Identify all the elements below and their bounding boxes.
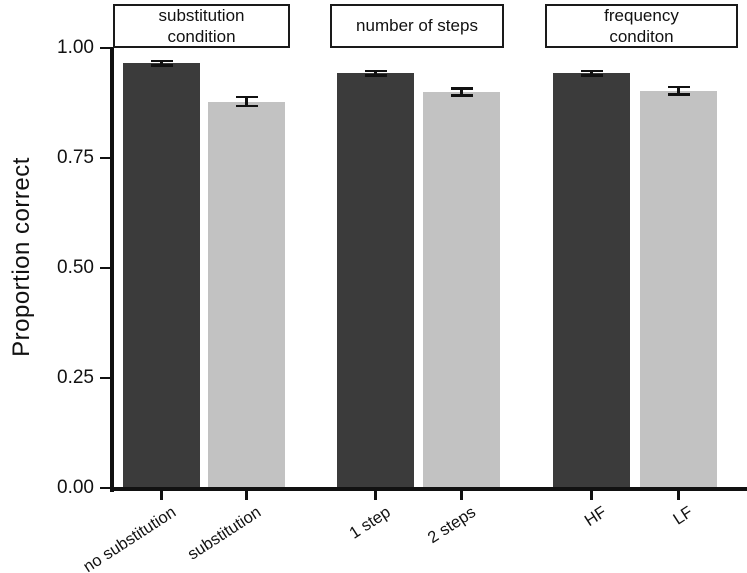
error-bar-vline	[160, 59, 163, 67]
error-bar-cap-bot	[235, 104, 258, 108]
x-tick	[590, 490, 593, 500]
y-axis-title: Proportion correct	[8, 157, 35, 357]
x-tick	[245, 490, 248, 500]
x-tick-label: LF	[670, 503, 697, 529]
x-tick-label: no substitution	[80, 503, 180, 573]
error-bar	[150, 59, 173, 67]
bar-2-steps	[423, 92, 500, 488]
y-tick	[100, 376, 110, 380]
error-bar	[364, 69, 387, 77]
error-bar-vline	[245, 95, 248, 108]
y-tick-label: 0.25	[57, 367, 94, 388]
x-axis-line	[110, 487, 747, 491]
error-bar-cap-bot	[150, 64, 173, 67]
x-tick	[374, 490, 377, 500]
x-tick-label: HF	[581, 503, 610, 531]
bar-LF	[640, 90, 717, 488]
y-tick-label: 0.50	[57, 257, 94, 278]
y-axis-line	[110, 47, 114, 492]
x-tick	[460, 490, 463, 500]
x-tick-label: 2 steps	[424, 503, 480, 548]
error-bar	[450, 87, 473, 97]
x-tick-label: substitution	[184, 503, 265, 564]
error-bar-vline	[590, 69, 593, 77]
error-bar	[667, 85, 690, 96]
y-tick-label: 0.75	[57, 147, 94, 168]
error-bar-cap-bot	[450, 94, 473, 97]
x-tick-label: 1 step	[345, 503, 394, 543]
bar-substitution	[208, 101, 285, 488]
bar-HF	[553, 73, 630, 488]
error-bar	[235, 95, 258, 108]
y-tick	[100, 156, 110, 160]
error-bar-cap-bot	[667, 93, 690, 96]
group-header-box: frequency conditon	[545, 4, 738, 48]
x-tick	[160, 490, 163, 500]
error-bar-cap-bot	[580, 74, 603, 77]
bar-1-step	[337, 73, 414, 488]
y-tick	[100, 46, 110, 50]
error-bar-vline	[677, 85, 680, 96]
group-header-box: substitution condition	[113, 4, 290, 48]
x-tick	[677, 490, 680, 500]
group-header-box: number of steps	[330, 4, 504, 48]
y-tick-label: 1.00	[57, 37, 94, 58]
error-bar-vline	[374, 69, 377, 77]
error-bar-cap-bot	[364, 74, 387, 77]
error-bar	[580, 69, 603, 77]
y-tick-label: 0.00	[57, 477, 94, 498]
bar-no-substitution	[123, 63, 200, 488]
y-tick	[100, 486, 110, 490]
error-bar-vline	[460, 87, 463, 97]
y-tick	[100, 266, 110, 270]
